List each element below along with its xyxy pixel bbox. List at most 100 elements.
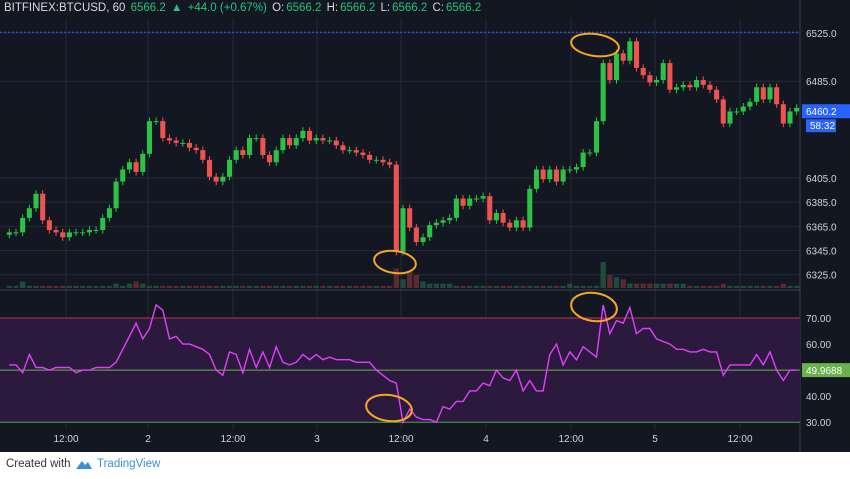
candle-body-94 (633, 41, 640, 68)
volume-bar-85 (573, 285, 580, 288)
candle-body-88 (593, 121, 600, 153)
volume-bar-47 (320, 285, 326, 288)
annotations (365, 32, 620, 423)
volume-bar-92 (620, 279, 626, 288)
candle-body-28 (193, 147, 199, 151)
time-tick-7: 5 (652, 434, 658, 445)
volume-bar-53 (360, 285, 366, 288)
volume-bar-9 (66, 285, 73, 288)
volume-bar-36 (246, 285, 253, 288)
candle-body-84 (567, 169, 573, 171)
volume-bar-106 (713, 285, 720, 288)
candle-body-83 (560, 169, 566, 182)
volume-bar-79 (533, 285, 540, 288)
candle-body-31 (213, 176, 219, 182)
volume-bar-116 (780, 283, 786, 288)
tradingview-link[interactable]: TradingView (97, 458, 161, 470)
volume-bar-22 (153, 285, 159, 288)
candle-body-50 (340, 145, 346, 151)
candle-body-35 (240, 150, 246, 155)
candle-body-41 (280, 138, 286, 151)
candle-body-34 (233, 150, 239, 160)
change-up-icon: ▲ (171, 2, 183, 14)
candle-body-99 (667, 63, 673, 90)
volume-bar-109 (733, 285, 740, 288)
volume-bar-65 (440, 283, 446, 288)
price-tick-1: 6485.0 (806, 77, 837, 88)
candle-body-7 (53, 229, 59, 233)
volume-bar-40 (273, 285, 279, 288)
candle-body-71 (480, 196, 486, 199)
last-price: 6566.2 (130, 2, 166, 14)
candle-body-9 (66, 232, 72, 238)
candle-body-95 (640, 67, 646, 76)
price-tick-6: 6325.0 (806, 271, 837, 282)
candle-body-67 (453, 198, 459, 218)
volume-bar-32 (220, 285, 226, 288)
candle-body-103 (694, 80, 700, 88)
time-tick-3: 3 (314, 434, 320, 445)
volume-bar-42 (286, 285, 293, 288)
time-tick-1: 2 (145, 434, 151, 445)
symbol-header: BITFINEX:BTCUSD, 60 6566.2 ▲ +44.0 (+0.6… (4, 2, 483, 18)
rsi-tick-0: 70.00 (806, 314, 831, 325)
candle-body-89 (600, 63, 606, 122)
candle-body-54 (367, 155, 373, 160)
candle-body-86 (580, 152, 586, 168)
volume-bar-102 (687, 285, 693, 288)
price-axis: 6525.0 6485.0 6405.0 6385.0 6365.0 6345.0 6325… (801, 0, 850, 452)
candle-body-116 (780, 104, 786, 124)
volume-bar-60 (407, 270, 413, 288)
candle-body-22 (153, 121, 159, 123)
volume-bar-90 (607, 275, 613, 288)
volume-bar-28 (193, 285, 199, 288)
candle-body-27 (186, 142, 193, 148)
volume-bar-16 (113, 283, 119, 288)
volume-bar-64 (433, 283, 440, 288)
candle-body-97 (654, 80, 660, 83)
time-tick-5: 4 (483, 434, 489, 445)
volume-bar-5 (40, 285, 46, 288)
tradingview-cloud-icon[interactable] (74, 456, 94, 472)
candle-body-92 (620, 53, 626, 61)
candle-body-32 (220, 176, 226, 182)
volume-bar-82 (553, 285, 560, 288)
candle-body-70 (473, 198, 479, 200)
candle-body-44 (300, 130, 306, 139)
volume-bar-95 (640, 283, 646, 288)
volume-bar-103 (693, 285, 700, 288)
candle-body-61 (413, 227, 419, 243)
volume-bar-113 (760, 285, 766, 288)
high-value: 6566.2 (340, 2, 376, 14)
candle-body-56 (380, 159, 386, 163)
candle-body-57 (387, 162, 393, 165)
candle-body-68 (460, 198, 466, 206)
volume-bar-61 (413, 275, 420, 288)
candle-body-100 (674, 87, 680, 90)
volume-bar-10 (73, 285, 79, 288)
rsi-last-label: 49.9688 (806, 366, 843, 377)
volume-bar-105 (707, 285, 713, 288)
time-tick-0: 12:00 (53, 434, 78, 445)
volume-bar-11 (80, 285, 86, 288)
volume-bar-59 (400, 279, 406, 288)
candle-body-6 (46, 220, 52, 230)
candle-body-101 (680, 84, 686, 88)
candle-body-91 (613, 53, 620, 81)
volume-bar-75 (507, 285, 513, 288)
candle-body-30 (206, 159, 213, 177)
volume-bar-68 (460, 285, 466, 288)
volume-bar-7 (53, 285, 59, 288)
candle-body-85 (573, 167, 580, 170)
candle-body-73 (493, 213, 499, 221)
candle-body-93 (627, 41, 633, 61)
volume-bar-84 (567, 283, 573, 288)
volume-bar-30 (206, 285, 213, 288)
price-tick-0: 6525.0 (806, 29, 837, 40)
volume-bar-50 (340, 285, 346, 288)
candle-body-51 (347, 150, 353, 152)
candle-body-11 (80, 232, 86, 234)
volume-bar-4 (33, 285, 39, 288)
candle-body-118 (794, 107, 800, 112)
